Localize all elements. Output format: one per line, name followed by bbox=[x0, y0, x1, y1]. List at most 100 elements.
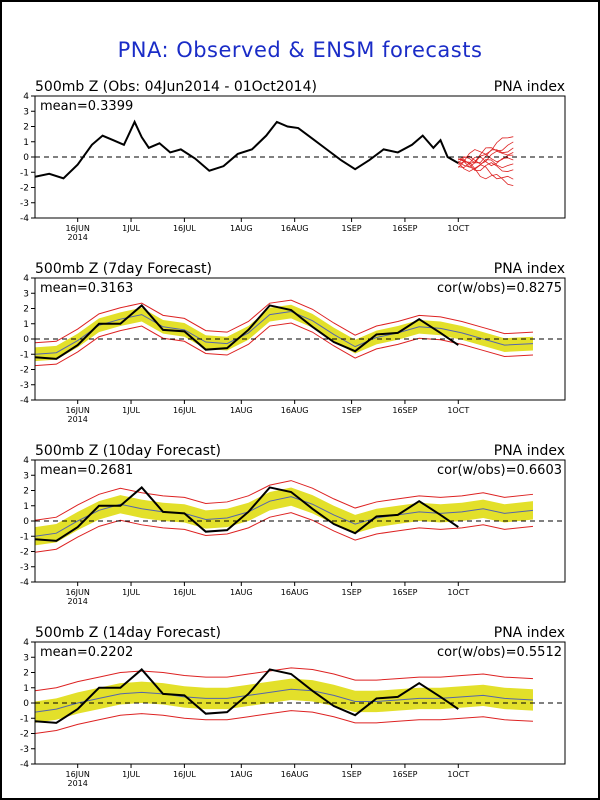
y-tick-label: -3 bbox=[20, 381, 29, 391]
forecast-member-line bbox=[458, 153, 514, 168]
mean-stat: mean=0.2681 bbox=[40, 463, 133, 478]
y-tick-label: 2 bbox=[23, 305, 29, 315]
y-tick-label: 0 bbox=[23, 153, 29, 163]
y-tick-label: 4 bbox=[23, 274, 29, 284]
x-tick-label: 16AUG bbox=[281, 588, 309, 597]
y-tick-label: 2 bbox=[23, 669, 29, 679]
y-tick-label: -1 bbox=[20, 532, 29, 542]
y-tick-label: 1 bbox=[23, 502, 29, 512]
ensemble-mean-line bbox=[35, 311, 534, 355]
x-tick-label: 16SEP bbox=[392, 588, 417, 597]
panel-index-label: PNA index bbox=[494, 443, 565, 459]
mean-stat: mean=0.3399 bbox=[40, 99, 133, 114]
y-tick-label: -1 bbox=[20, 714, 29, 724]
spread-lower-line bbox=[35, 322, 534, 367]
x-tick-label: 16SEP bbox=[392, 770, 417, 779]
x-tick-label: 1OCT bbox=[447, 224, 469, 233]
observed-line bbox=[35, 304, 459, 360]
y-tick-label: 3 bbox=[23, 653, 29, 663]
x-tick-label: 1OCT bbox=[447, 406, 469, 415]
x-tick-label: 1OCT bbox=[447, 770, 469, 779]
x-tick-label: 1JUL bbox=[122, 588, 140, 597]
chart-panel-1: 500mb Z (Obs: 04Jun2014 - 01Oct2014) PNA … bbox=[20, 79, 566, 242]
forecast-member-line bbox=[458, 141, 514, 165]
x-tick-year-label: 2014 bbox=[68, 233, 88, 242]
y-tick-label: -3 bbox=[20, 199, 29, 209]
y-tick-label: -4 bbox=[20, 396, 29, 406]
x-tick-label: 1SEP bbox=[342, 770, 362, 779]
page-title: PNA: Observed & ENSM forecasts bbox=[117, 38, 483, 62]
y-tick-label: 4 bbox=[23, 92, 29, 102]
x-tick-label: 16JUL bbox=[173, 588, 196, 597]
x-tick-label: 1AUG bbox=[230, 770, 253, 779]
x-tick-year-label: 2014 bbox=[68, 415, 88, 424]
observed-line bbox=[35, 668, 459, 724]
y-tick-label: 4 bbox=[23, 638, 29, 648]
x-tick-label: 1JUL bbox=[122, 406, 140, 415]
observed-line bbox=[35, 119, 459, 180]
y-tick-label: -4 bbox=[20, 760, 29, 770]
forecast-member-line bbox=[458, 147, 514, 164]
correlation-stat: cor(w/obs)=0.5512 bbox=[437, 645, 562, 660]
forecast-member-line bbox=[457, 162, 514, 180]
y-tick-label: -1 bbox=[20, 350, 29, 360]
panel-title: 500mb Z (10day Forecast) bbox=[35, 443, 221, 459]
y-tick-label: 0 bbox=[23, 335, 29, 345]
y-tick-label: 2 bbox=[23, 123, 29, 133]
spread-upper-line bbox=[35, 480, 534, 521]
y-tick-label: -3 bbox=[20, 563, 29, 573]
x-tick-label: 1SEP bbox=[342, 406, 362, 415]
x-tick-label: 16JUN bbox=[65, 406, 89, 415]
x-tick-label: 16AUG bbox=[281, 224, 309, 233]
y-tick-label: -4 bbox=[20, 214, 29, 224]
observed-line bbox=[35, 486, 459, 542]
y-tick-label: 3 bbox=[23, 471, 29, 481]
forecast-member-line bbox=[458, 158, 514, 170]
chart-panel-3: 500mb Z (10day Forecast) PNA index 4 3 2 1 0 -1… bbox=[20, 443, 566, 606]
x-tick-label: 1SEP bbox=[342, 588, 362, 597]
x-tick-label: 1SEP bbox=[342, 224, 362, 233]
y-tick-label: -3 bbox=[20, 745, 29, 755]
y-tick-label: -4 bbox=[20, 578, 29, 588]
x-tick-label: 16JUL bbox=[173, 770, 196, 779]
mean-stat: mean=0.3163 bbox=[40, 281, 133, 296]
chart-panel-4: 500mb Z (14day Forecast) PNA index 4 3 2 1 0 -1… bbox=[20, 625, 566, 788]
x-tick-label: 1AUG bbox=[230, 588, 253, 597]
plot-area bbox=[35, 667, 565, 734]
correlation-stat: cor(w/obs)=0.8275 bbox=[437, 281, 562, 296]
x-tick-label: 16SEP bbox=[392, 224, 417, 233]
spread-upper-line bbox=[35, 299, 534, 344]
spread-upper-line bbox=[35, 667, 534, 692]
x-tick-label: 16JUN bbox=[65, 770, 89, 779]
panel-index-label: PNA index bbox=[494, 79, 565, 95]
plot-area bbox=[35, 480, 565, 553]
x-tick-label: 1JUL bbox=[122, 224, 140, 233]
y-tick-label: -1 bbox=[20, 168, 29, 178]
panel-title: 500mb Z (Obs: 04Jun2014 - 01Oct2014) bbox=[35, 79, 317, 95]
forecast-member-line bbox=[458, 161, 514, 186]
x-tick-label: 16SEP bbox=[392, 406, 417, 415]
x-tick-label: 1JUL bbox=[122, 770, 140, 779]
y-tick-label: -2 bbox=[20, 366, 29, 376]
ensemble-band bbox=[35, 678, 533, 723]
y-tick-label: 4 bbox=[23, 456, 29, 466]
x-tick-label: 16AUG bbox=[281, 406, 309, 415]
x-tick-year-label: 2014 bbox=[68, 597, 88, 606]
y-tick-label: 1 bbox=[23, 138, 29, 148]
x-tick-label: 1AUG bbox=[230, 224, 253, 233]
ensemble-band bbox=[35, 304, 533, 362]
x-tick-label: 1AUG bbox=[230, 406, 253, 415]
chart-panel-2: 500mb Z (7day Forecast) PNA index 4 3 2 1 0 -1 -… bbox=[20, 261, 566, 424]
y-tick-label: 1 bbox=[23, 684, 29, 694]
y-tick-label: 0 bbox=[23, 517, 29, 527]
ensemble-band bbox=[35, 487, 533, 546]
y-tick-label: 2 bbox=[23, 487, 29, 497]
y-tick-label: 3 bbox=[23, 289, 29, 299]
x-tick-label: 1OCT bbox=[447, 588, 469, 597]
plot-area bbox=[35, 299, 565, 367]
mean-stat: mean=0.2202 bbox=[40, 645, 133, 660]
y-tick-label: 1 bbox=[23, 320, 29, 330]
y-tick-label: -2 bbox=[20, 730, 29, 740]
